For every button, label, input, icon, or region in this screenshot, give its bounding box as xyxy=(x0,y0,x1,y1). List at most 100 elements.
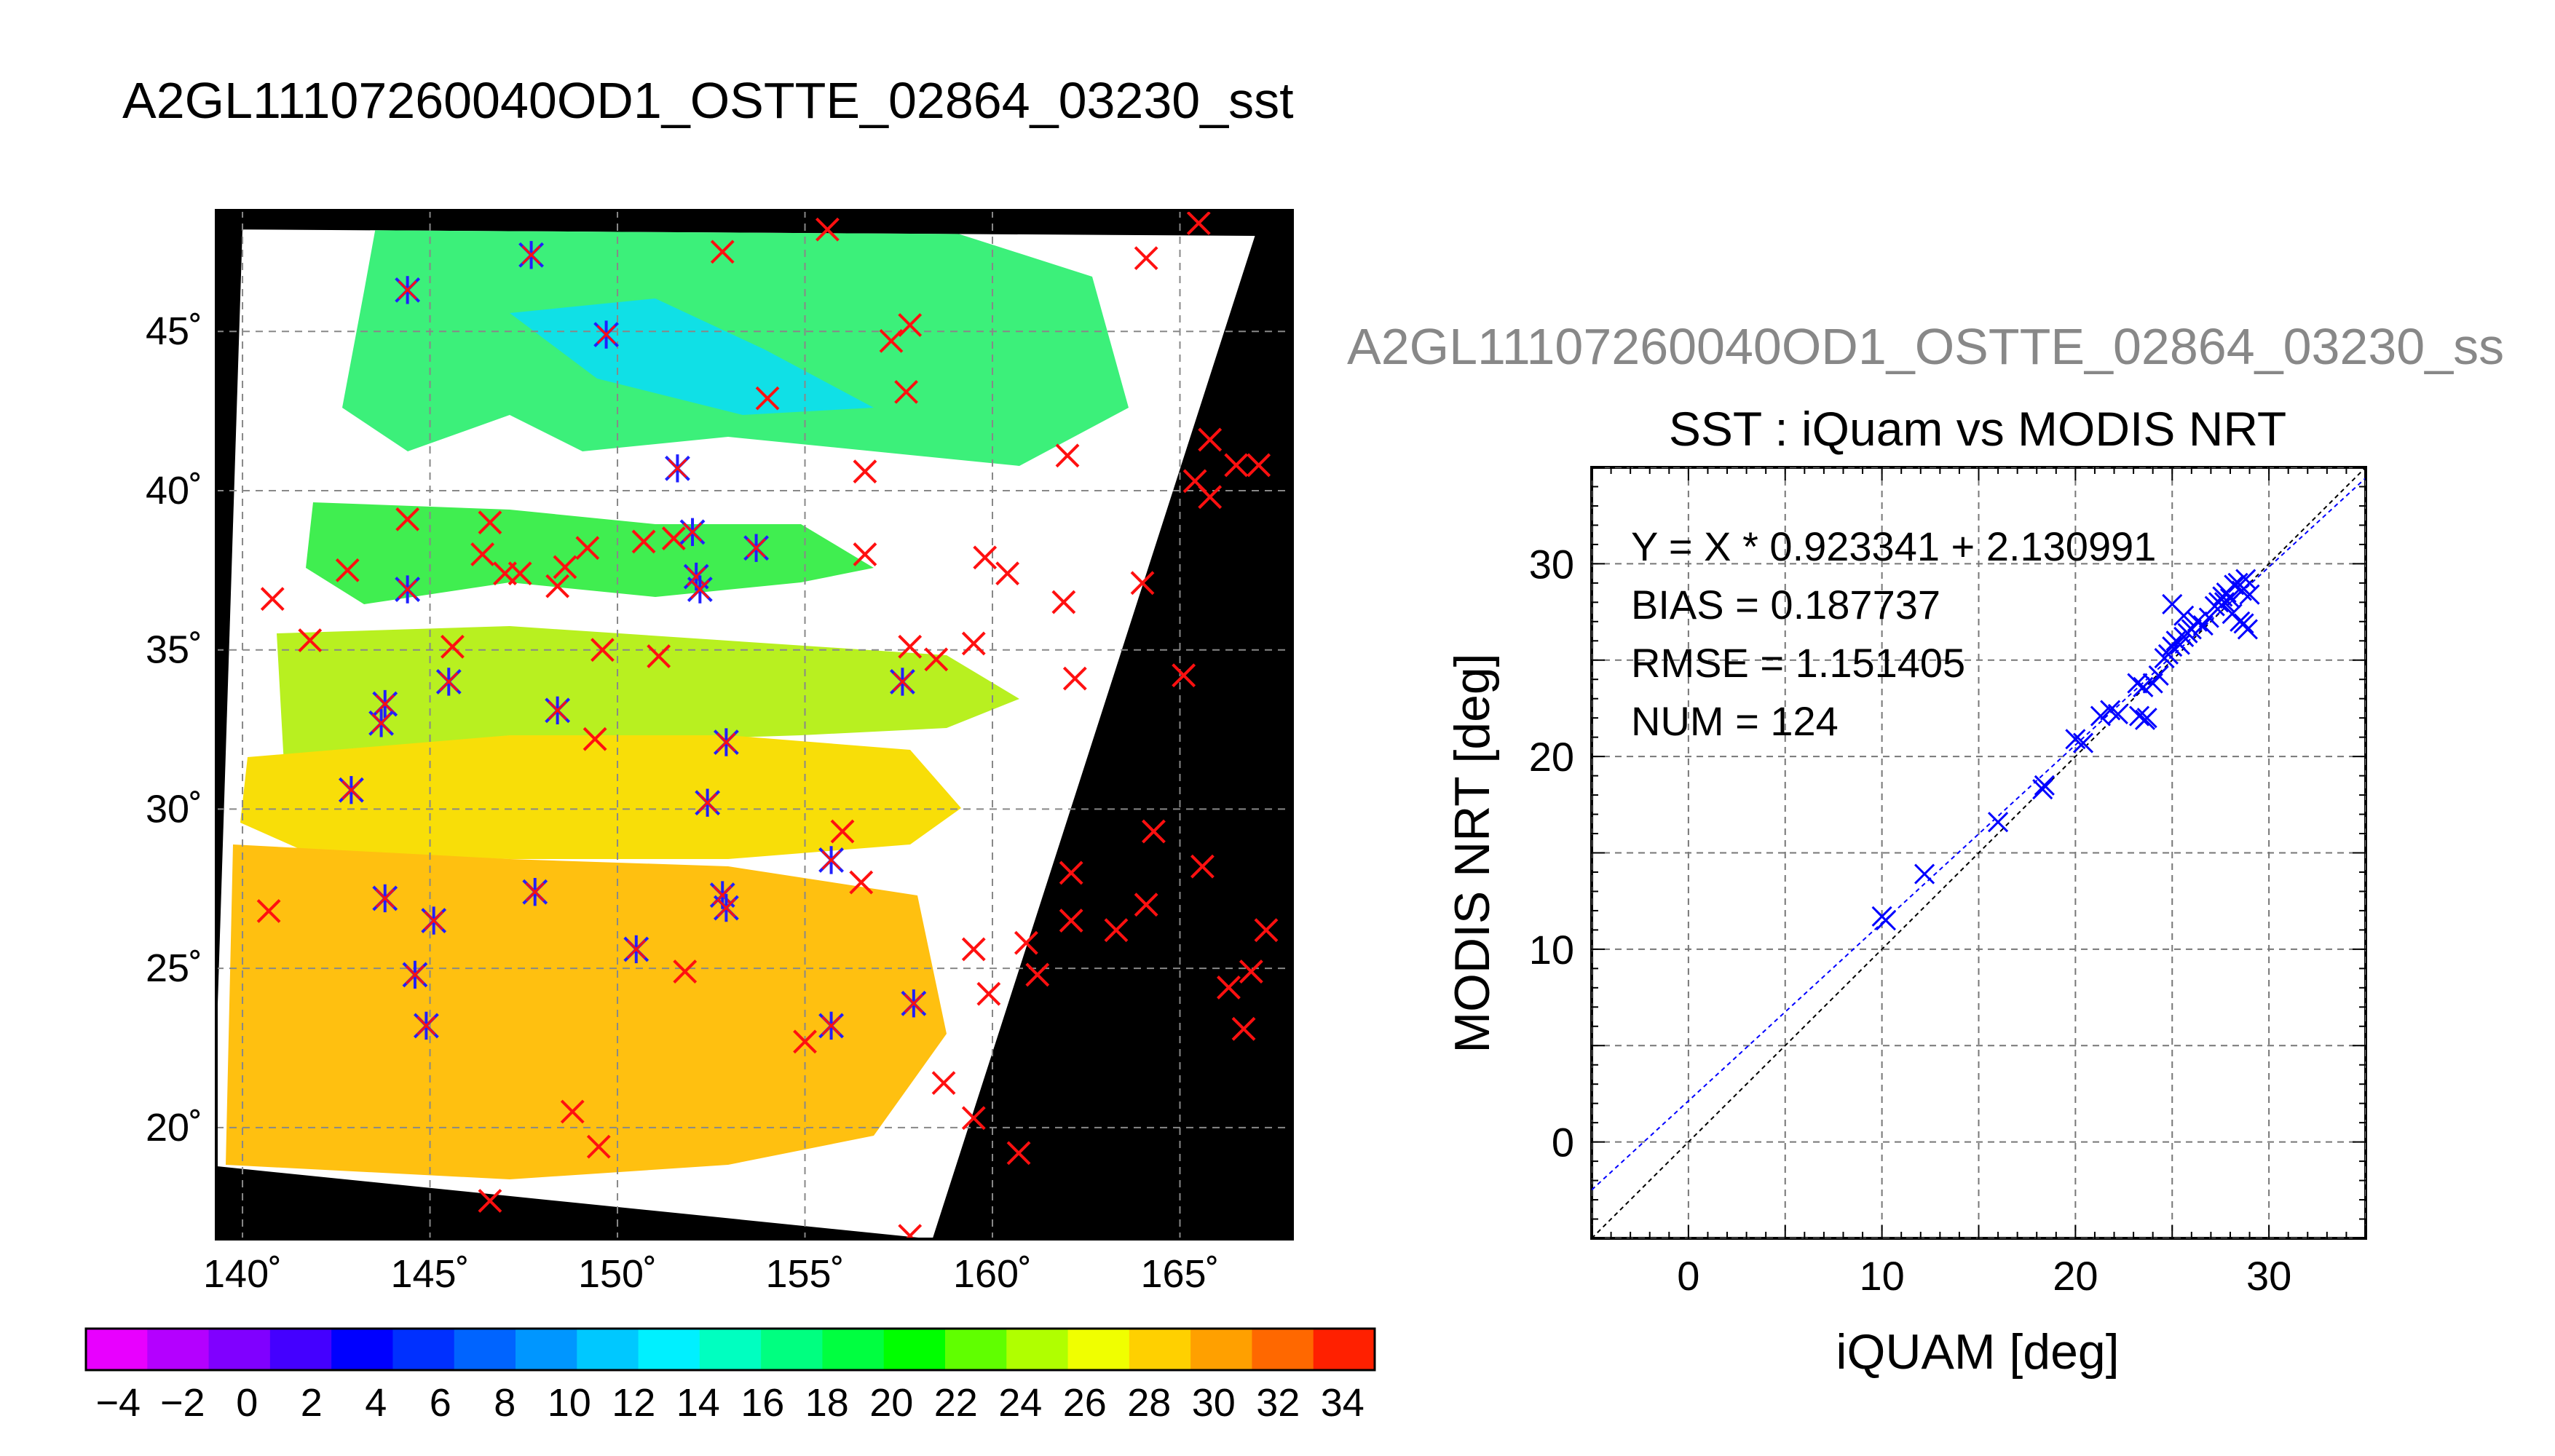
buoy-unmatched-marker xyxy=(1198,427,1223,452)
map-title: A2GL11107260040OD1_OSTTE_02864_03230_sst xyxy=(122,72,1294,129)
scatter-annotation-line: BIAS = 0.187737 xyxy=(1631,582,1940,628)
scatter-point xyxy=(2090,705,2111,727)
scatter-annotation-line: Y = X * 0.923341 + 2.130991 xyxy=(1631,523,2156,569)
buoy-unmatched-marker-stroke-b xyxy=(816,217,840,242)
map-frame xyxy=(215,209,1294,1241)
buoy-matched-overlay-stroke-b xyxy=(716,732,736,752)
buoy-unmatched-marker-stroke-b xyxy=(1014,930,1038,955)
colorbar-tick-label: −4 xyxy=(95,1381,141,1425)
colorbar: −4 −2 0 2 4 6 8 10 12 14 16 18 20 22 24 26 28 30 32 34 xyxy=(84,1327,1376,1425)
buoy-unmatched-marker-stroke-b xyxy=(973,545,998,570)
buoy-unmatched-marker-stroke-b xyxy=(1247,453,1271,478)
buoy-unmatched-marker-stroke-b xyxy=(256,899,281,923)
buoy-unmatched-marker xyxy=(545,574,570,598)
buoy-unmatched-marker-stroke-b xyxy=(1254,918,1279,943)
colorbar-tick-label: 14 xyxy=(676,1381,720,1425)
buoy-matched-overlay-stroke-b xyxy=(682,522,703,542)
buoy-matched-overlay xyxy=(716,898,736,918)
buoy-unmatched-marker xyxy=(793,1029,817,1054)
buoy-unmatched-marker xyxy=(995,561,1020,586)
colorbar-segment xyxy=(208,1329,271,1370)
colorbar-segment xyxy=(638,1329,700,1370)
buoy-unmatched-marker xyxy=(647,644,671,668)
scatter-point-stroke-b xyxy=(2162,636,2183,657)
scatter-y-axis-label: MODIS NRT [deg] xyxy=(1445,653,1500,1053)
colorbar-tick-label: 2 xyxy=(301,1381,323,1425)
colorbar-segment xyxy=(86,1329,148,1370)
scatter-point xyxy=(1988,812,2009,833)
buoy-unmatched-marker-stroke-b xyxy=(1059,909,1083,933)
buoy-matched-overlay xyxy=(341,780,361,800)
scatter-point-stroke-b xyxy=(2072,732,2094,753)
buoy-unmatched-marker-stroke-b xyxy=(1051,590,1076,614)
buoy-unmatched-marker-stroke-b xyxy=(898,313,923,337)
colorbar-segment xyxy=(1067,1329,1130,1370)
buoy-unmatched-marker xyxy=(898,634,923,659)
scatter-point-stroke-b xyxy=(2224,574,2245,596)
buoy-unmatched-marker-stroke-b xyxy=(894,379,918,404)
scatter-point xyxy=(2136,708,2157,729)
buoy-matched-overlay xyxy=(746,538,766,558)
buoy-unmatched-marker xyxy=(673,960,698,984)
buoy-unmatched-marker-stroke-b xyxy=(395,507,420,531)
buoy-unmatched-marker-stroke-b xyxy=(1190,854,1215,879)
buoy-unmatched-marker-stroke-b xyxy=(1224,453,1249,478)
buoy-unmatched-marker xyxy=(1254,918,1279,943)
colorbar-segment xyxy=(516,1329,577,1370)
buoy-matched-overlay xyxy=(713,885,732,905)
buoy-matched-overlay xyxy=(668,459,687,478)
colorbar-tick-label: 24 xyxy=(998,1381,1042,1425)
scatter-point xyxy=(2235,569,2256,590)
buoy-unmatched-marker xyxy=(575,536,600,561)
map-ticks: 140˚ 145˚ 150˚ 155˚ 160˚ 165˚ 20˚ 25˚ 30˚ 35˚ 40˚ 4… xyxy=(146,309,1220,1296)
buoy-unmatched-marker xyxy=(1062,666,1087,691)
colorbar-tick-label: 26 xyxy=(1063,1381,1107,1425)
buoy-unmatched-marker xyxy=(898,313,923,337)
buoy-unmatched-marker xyxy=(478,1189,502,1213)
colorbar-segment xyxy=(1129,1329,1191,1370)
scatter-point xyxy=(2233,613,2254,634)
buoy-matched-overlay xyxy=(424,911,443,930)
colorbar-tick-label: −2 xyxy=(160,1381,205,1425)
scatter-point-stroke-b xyxy=(2233,613,2254,634)
buoy-unmatched-marker-stroke-b xyxy=(661,526,686,550)
buoy-matched-overlay-stroke-b xyxy=(821,850,841,870)
map-lon-tick-label: 160˚ xyxy=(953,1252,1032,1296)
buoy-matched-overlay xyxy=(893,672,912,692)
buoy-unmatched-marker-stroke-b xyxy=(1134,893,1158,917)
buoy-unmatched-marker-stroke-b xyxy=(1172,663,1196,688)
scatter-point-stroke-b xyxy=(2239,584,2260,605)
buoy-unmatched-marker-stroke-b xyxy=(904,1224,923,1239)
buoy-matched-overlay xyxy=(375,695,395,714)
colorbar-segment xyxy=(1190,1329,1252,1370)
buoy-matched-overlay xyxy=(439,672,459,692)
buoy-unmatched-marker-stroke-b xyxy=(931,1071,956,1096)
buoy-unmatched-marker xyxy=(894,379,918,404)
buoy-unmatched-marker xyxy=(1006,1141,1031,1166)
colorbar-segment xyxy=(454,1329,516,1370)
buoy-unmatched-marker xyxy=(976,981,1001,1006)
scatter-point-stroke-b xyxy=(2231,580,2252,601)
buoy-matched-overlay-stroke-b xyxy=(424,911,443,930)
buoy-unmatched-marker xyxy=(1134,246,1158,271)
colorbar-segment xyxy=(1252,1329,1314,1370)
buoy-unmatched-marker-stroke-b xyxy=(1134,246,1158,271)
scatter-point-stroke-b xyxy=(2136,708,2157,729)
buoy-unmatched-marker xyxy=(441,634,465,659)
colorbar-tick-label: 18 xyxy=(805,1381,849,1425)
buoy-matched-overlay xyxy=(521,245,541,265)
colorbar-tick-label: 8 xyxy=(494,1381,516,1425)
buoy-unmatched-marker xyxy=(924,647,949,672)
colorbar-segment xyxy=(577,1329,639,1370)
buoy-unmatched-marker-stroke-b xyxy=(1062,666,1087,691)
buoy-unmatched-marker xyxy=(710,240,735,264)
buoy-unmatched-marker-stroke-b xyxy=(879,328,904,353)
buoy-unmatched-marker xyxy=(478,510,502,535)
buoy-unmatched-marker xyxy=(1217,975,1241,1000)
scatter-x-tick-label: 20 xyxy=(2053,1253,2098,1299)
buoy-matched-overlay xyxy=(716,732,736,752)
buoy-unmatched-marker-stroke-b xyxy=(673,960,698,984)
buoy-matched-overlay xyxy=(596,325,616,344)
buoy-unmatched-marker-stroke-b xyxy=(853,459,877,484)
scatter-point-stroke-b xyxy=(2235,569,2256,590)
